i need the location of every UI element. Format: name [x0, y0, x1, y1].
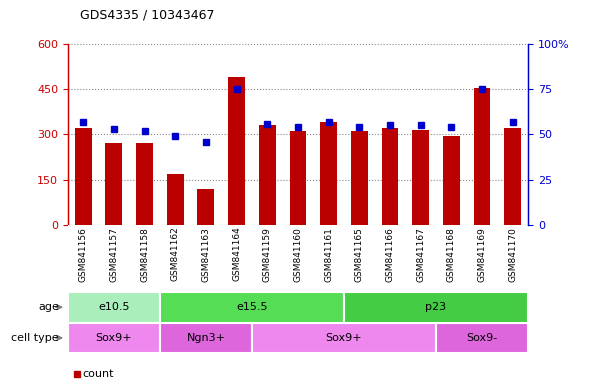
Text: Ngn3+: Ngn3+ [186, 333, 225, 343]
Bar [412, 130, 429, 225]
Text: GSM841170: GSM841170 [508, 227, 517, 281]
Bar [75, 128, 91, 225]
Text: GSM841158: GSM841158 [140, 227, 149, 281]
Text: GSM841156: GSM841156 [78, 227, 88, 281]
Text: e10.5: e10.5 [98, 302, 130, 312]
Bar [228, 77, 245, 225]
Text: GSM841168: GSM841168 [447, 227, 456, 281]
Bar [344, 292, 528, 323]
Bar [436, 323, 528, 353]
Bar [382, 128, 398, 225]
Bar [68, 323, 160, 353]
Text: Sox9+: Sox9+ [326, 333, 362, 343]
Text: GDS4335 / 10343467: GDS4335 / 10343467 [80, 8, 214, 21]
Bar [443, 136, 460, 225]
Text: GSM841160: GSM841160 [293, 227, 303, 281]
Text: GSM841166: GSM841166 [385, 227, 395, 281]
Text: GSM841159: GSM841159 [263, 227, 272, 281]
Text: Sox9+: Sox9+ [96, 333, 132, 343]
Bar [504, 128, 521, 225]
Text: GSM841164: GSM841164 [232, 227, 241, 281]
Bar [290, 131, 306, 225]
Text: GSM841163: GSM841163 [201, 227, 211, 281]
Text: GSM841157: GSM841157 [109, 227, 119, 281]
Text: p23: p23 [425, 302, 447, 312]
Bar [136, 144, 153, 225]
Text: GSM841169: GSM841169 [477, 227, 487, 281]
Text: count: count [83, 369, 114, 379]
Text: GSM841167: GSM841167 [416, 227, 425, 281]
Bar [351, 131, 368, 225]
Text: GSM841165: GSM841165 [355, 227, 364, 281]
Bar [259, 125, 276, 225]
Bar [252, 323, 436, 353]
Text: age: age [38, 302, 59, 312]
Text: Sox9-: Sox9- [467, 333, 497, 343]
Text: cell type: cell type [11, 333, 59, 343]
Text: GSM841162: GSM841162 [171, 227, 180, 281]
Bar [68, 292, 160, 323]
Bar [198, 189, 214, 225]
Text: e15.5: e15.5 [236, 302, 268, 312]
Bar [474, 88, 490, 225]
Text: GSM841161: GSM841161 [324, 227, 333, 281]
Bar [320, 122, 337, 225]
Bar [106, 144, 122, 225]
Bar [160, 323, 252, 353]
Bar [160, 292, 344, 323]
Bar [167, 174, 183, 225]
